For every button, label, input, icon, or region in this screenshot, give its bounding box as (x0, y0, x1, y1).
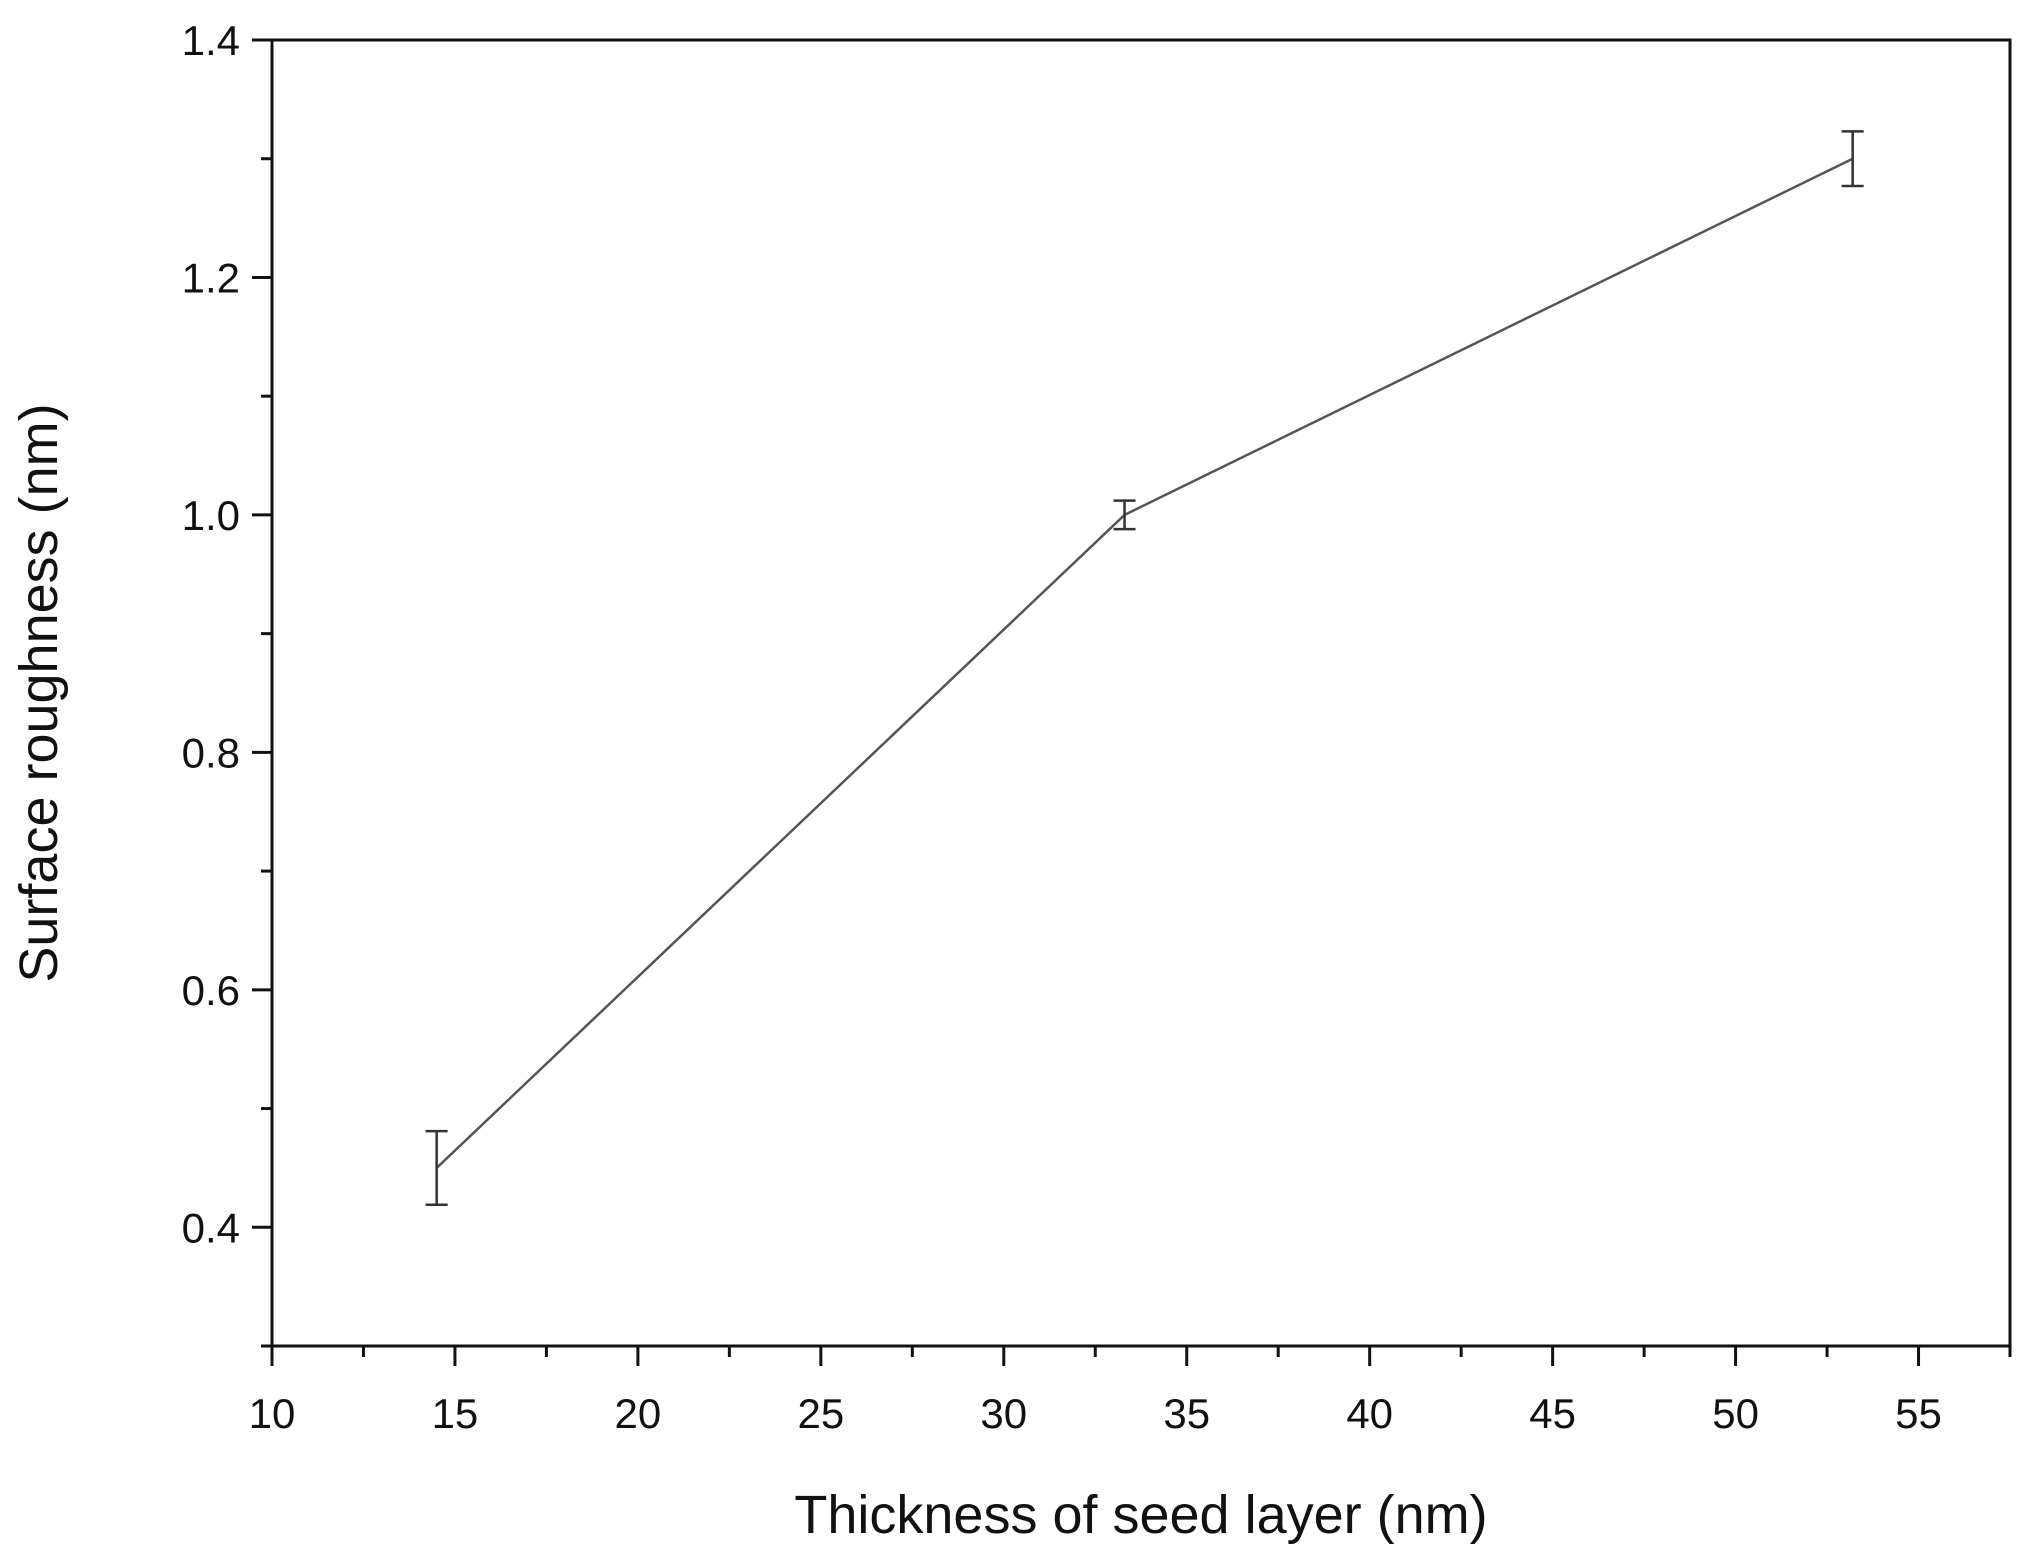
x-tick-label: 55 (1895, 1390, 1942, 1437)
y-tick-label: 0.4 (182, 1204, 240, 1251)
x-axis-tick-labels: 10 15 20 25 30 35 40 45 50 55 (249, 1390, 1942, 1437)
y-tick-label: 1.2 (182, 254, 240, 301)
error-bar (1113, 499, 1136, 531)
x-axis-ticks (270, 1346, 2012, 1366)
y-tick-label: 0.8 (182, 729, 240, 776)
y-tick-label: 1.4 (182, 17, 240, 64)
y-tick-label: 0.6 (182, 967, 240, 1014)
x-tick-label: 25 (797, 1390, 844, 1437)
series-group (425, 130, 1864, 1206)
error-bar (425, 1129, 448, 1206)
y-axis-ticks (252, 38, 272, 1348)
x-tick-label: 40 (1346, 1390, 1393, 1437)
x-tick-label: 45 (1529, 1390, 1576, 1437)
x-tick-label: 15 (432, 1390, 479, 1437)
x-tick-label: 35 (1163, 1390, 1210, 1437)
y-axis-title: Surface roughness (nm) (9, 403, 69, 982)
error-bar (1841, 130, 1864, 188)
x-tick-label: 30 (980, 1390, 1027, 1437)
y-tick-label: 1.0 (182, 492, 240, 539)
x-axis-title: Thickness of seed layer (nm) (794, 1485, 1487, 1545)
plot-frame (270, 38, 2012, 1348)
y-axis-tick-labels: 0.4 0.6 0.8 1.0 1.2 1.4 (182, 17, 240, 1251)
x-tick-label: 20 (615, 1390, 662, 1437)
x-tick-label: 10 (249, 1390, 296, 1437)
series-line (435, 157, 1854, 1169)
x-tick-label: 50 (1712, 1390, 1759, 1437)
